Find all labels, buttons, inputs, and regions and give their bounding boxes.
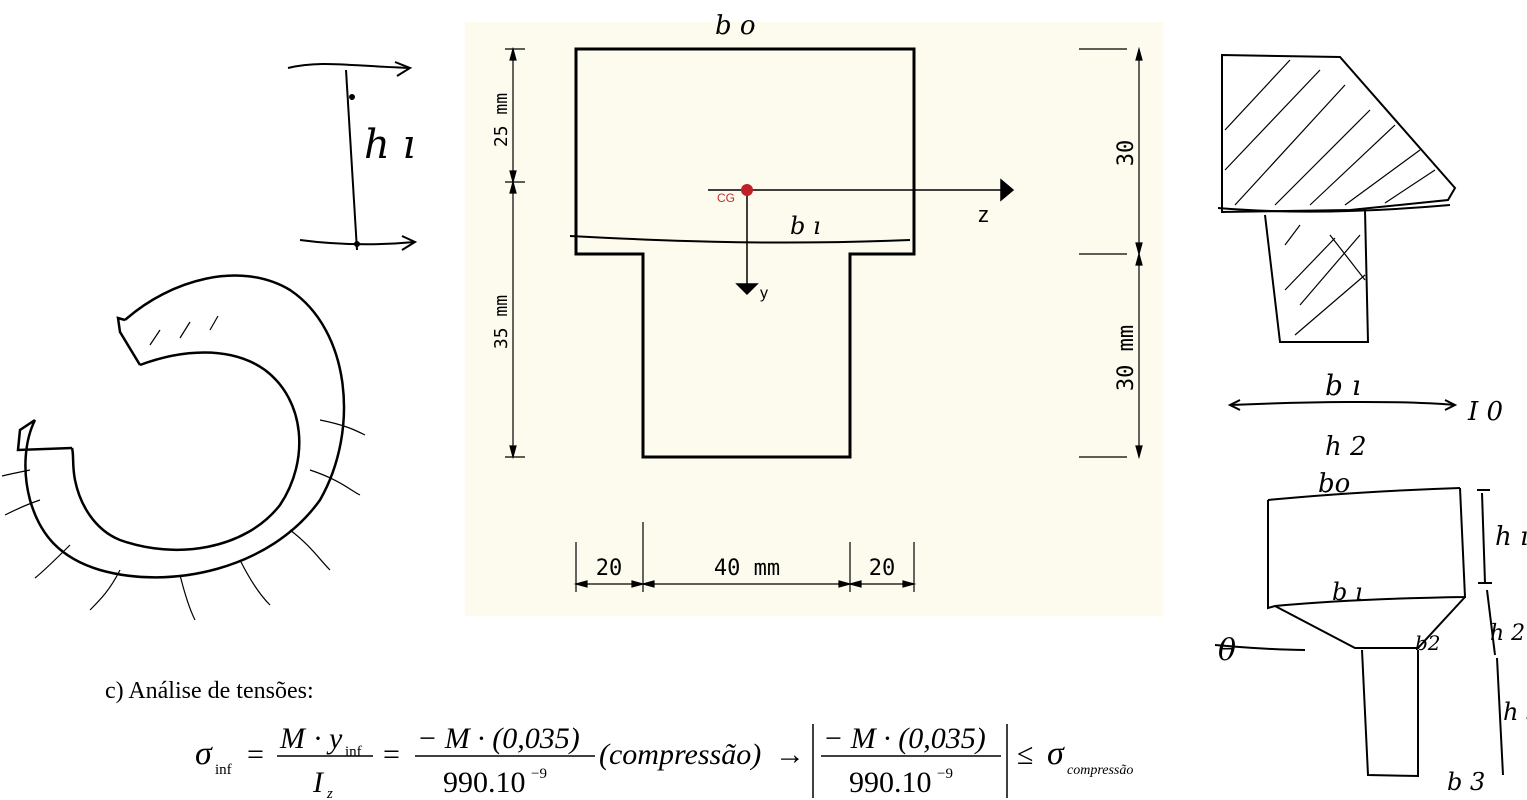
curved-sketch (16, 274, 346, 579)
eq-num-2: − M · (0,035) (823, 722, 986, 755)
right-dimension (1079, 46, 1143, 460)
left-dimension (505, 46, 525, 460)
dim-30mm: 30 mm (1114, 325, 1139, 391)
bottom-dimension (573, 522, 917, 592)
axis-z-label: z (978, 202, 989, 227)
eq-equals-2: = (383, 738, 400, 771)
right-angle-label: θ (1218, 633, 1236, 668)
tapered-section-sketch (1214, 487, 1504, 778)
eq-arrow: → (775, 738, 805, 771)
eq-M: M (279, 722, 307, 755)
hatched-section-sketch (1217, 53, 1457, 343)
eq-sigma: σ (195, 735, 213, 772)
eq-exp-2: −9 (937, 766, 953, 782)
dim-35mm: 35 mm (491, 295, 512, 349)
right-b3-label: b 3 (1447, 768, 1485, 796)
right-b1-label: b ı (1325, 369, 1361, 402)
t-section-outline (574, 47, 916, 459)
section-title: c) Análise de tensões: (105, 678, 314, 704)
h1-label: h ı (364, 122, 415, 168)
h1-sketch (287, 61, 418, 251)
right-h2-side-label: h 2 (1490, 621, 1525, 646)
dim-40mm: 40 mm (714, 556, 780, 581)
eq-exp-1: −9 (531, 766, 547, 782)
eq-den-1: 990.10 (443, 766, 526, 799)
dim-30: 30 (1114, 140, 1139, 167)
right-b1-small-label: b ı (1332, 578, 1363, 606)
b1-line-sketch (1227, 399, 1458, 411)
eq-equals-1: = (247, 738, 264, 771)
stress-equation: σ inf = M · y inf I z = − M · (0,035) 99… (195, 722, 1133, 800)
eq-sub-inf-2: inf (345, 744, 362, 760)
cg-label: CG (717, 191, 735, 205)
axis-y-label: y (760, 285, 768, 302)
right-h3-label: h 3 (1503, 698, 1527, 726)
left-sketch: h ı (1, 61, 418, 621)
eq-num-1: − M · (0,035) (417, 722, 580, 755)
hand-b1-label: b ı (790, 212, 821, 240)
right-bo-label: bo (1318, 469, 1350, 499)
eq-I: I (312, 766, 325, 799)
dim-25mm: 25 mm (491, 93, 512, 147)
cg-point (741, 184, 753, 196)
eq-den-2: 990.10 (849, 766, 932, 799)
eq-compressao: (compressão) (599, 738, 761, 771)
eq-y: y (326, 722, 343, 755)
right-h2-label: h 2 (1325, 432, 1367, 462)
hatch-lines (1224, 59, 1436, 336)
dim-20-right: 20 (869, 556, 896, 581)
eq-dot: · (313, 722, 323, 755)
right-h1-label: h ı (1495, 522, 1527, 552)
curved-hatching (1, 315, 366, 621)
right-I0-label: I 0 (1467, 397, 1503, 427)
top-b0-label: b o (715, 11, 756, 41)
right-b2-label: b2 (1415, 631, 1441, 655)
eq-sub-compressao: compressão (1067, 763, 1133, 778)
eq-sub-z: z (326, 786, 333, 800)
hand-b1-line (569, 235, 911, 244)
dim-20-left: 20 (596, 556, 623, 581)
coordinate-axes (708, 178, 1015, 296)
eq-sub-inf: inf (215, 762, 232, 778)
eq-leq: ≤ (1017, 738, 1033, 771)
cross-section-drawing: 25 mm 35 mm 30 30 mm 20 40 mm 20 (465, 11, 1163, 616)
eq-sigma-2: σ (1047, 735, 1065, 772)
